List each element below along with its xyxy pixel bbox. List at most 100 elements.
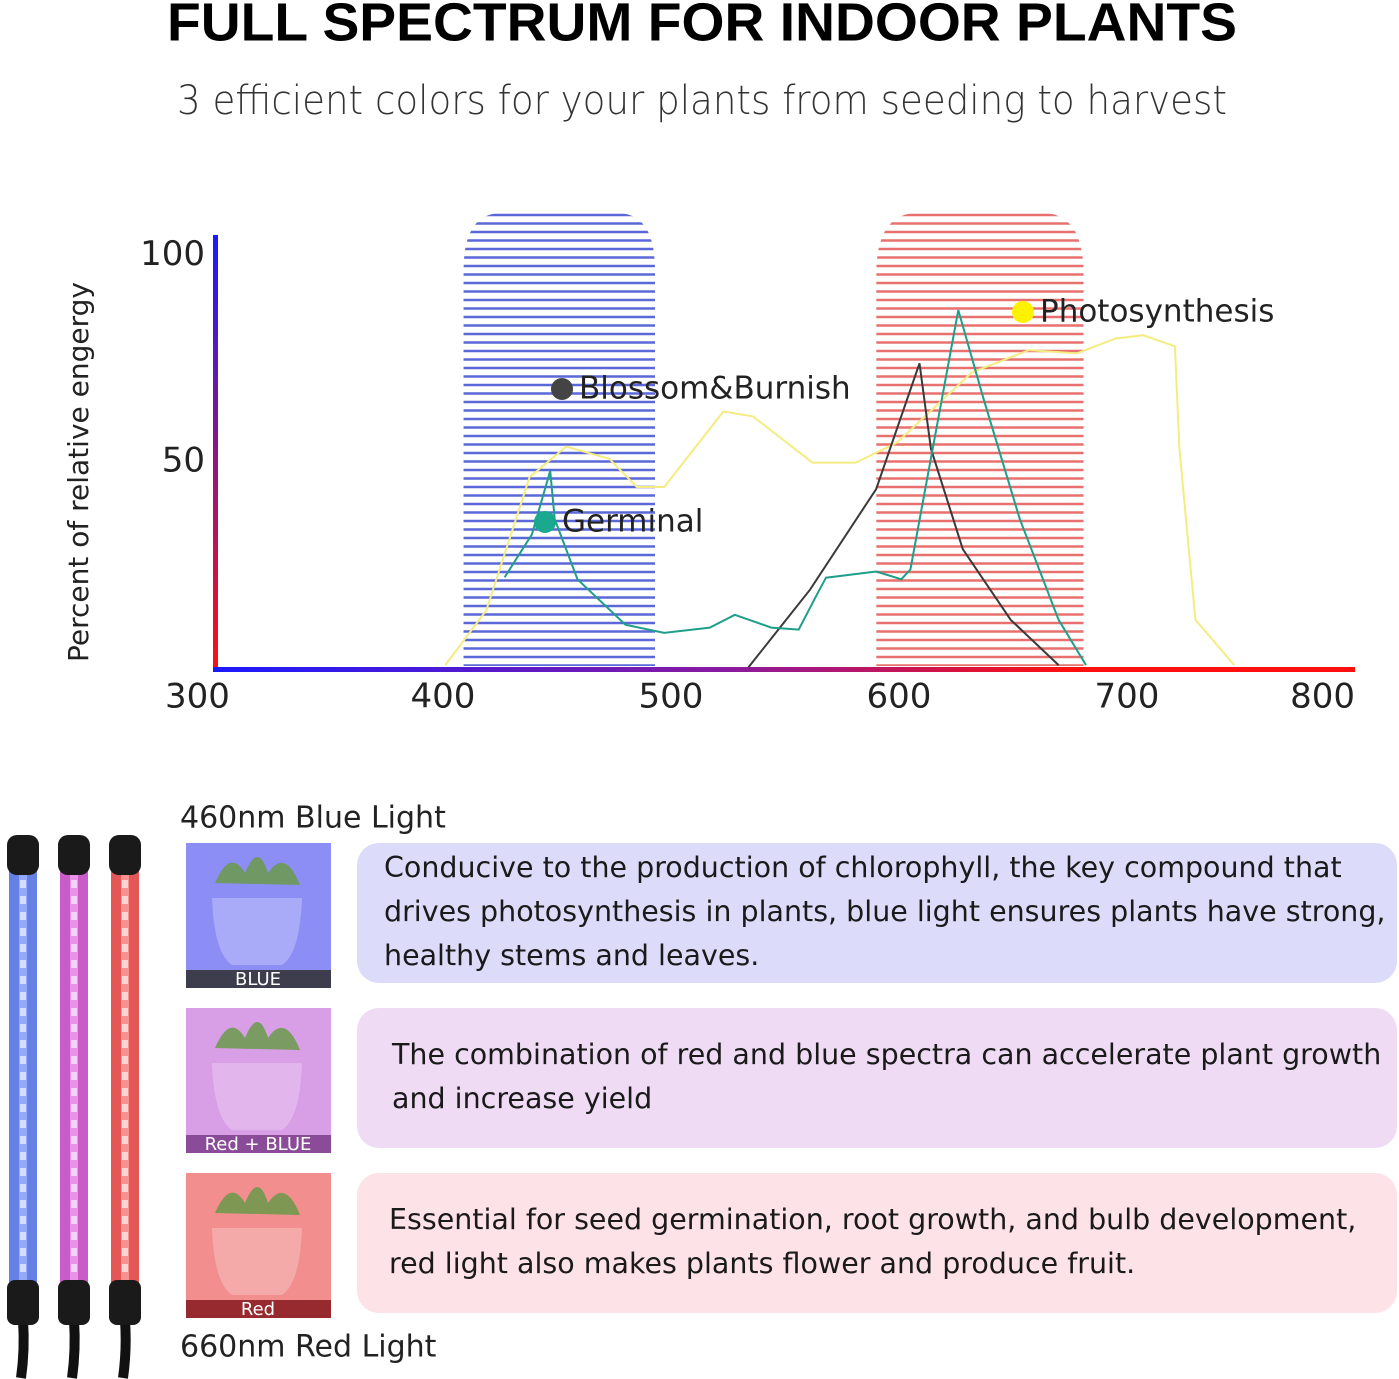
- led: [71, 1232, 77, 1240]
- cable: [16, 1319, 29, 1379]
- led: [20, 1120, 26, 1128]
- led: [20, 1152, 26, 1160]
- led: [122, 1040, 128, 1048]
- series-line: [747, 362, 1060, 668]
- led: [122, 1232, 128, 1240]
- led: [20, 912, 26, 920]
- panel-text: healthy stems and leaves.: [384, 939, 759, 972]
- led: [20, 976, 26, 984]
- led: [122, 1024, 128, 1032]
- led: [122, 880, 128, 888]
- led: [122, 912, 128, 920]
- panel-text: red light also makes plants flower and p…: [389, 1247, 1135, 1280]
- y-tick-label: 50: [162, 440, 205, 480]
- led: [122, 944, 128, 952]
- led: [71, 1104, 77, 1112]
- led: [71, 1072, 77, 1080]
- led: [71, 1184, 77, 1192]
- led: [122, 1008, 128, 1016]
- x-tick-label: 800: [1290, 677, 1355, 717]
- led: [122, 1056, 128, 1064]
- cable: [67, 1319, 80, 1379]
- led: [122, 1104, 128, 1112]
- led: [20, 944, 26, 952]
- band: [876, 213, 1084, 666]
- led: [122, 992, 128, 1000]
- led: [20, 1136, 26, 1144]
- plant: [215, 1187, 300, 1215]
- y-axis: [213, 235, 218, 671]
- led: [71, 1216, 77, 1224]
- led: [20, 1104, 26, 1112]
- led: [20, 1232, 26, 1240]
- cap: [109, 835, 141, 875]
- title: FULL SPECTRUM FOR INDOOR PLANTS: [167, 0, 1237, 52]
- led: [122, 1152, 128, 1160]
- cap: [7, 1280, 39, 1325]
- section-label: 660nm Red Light: [180, 1330, 437, 1365]
- led: [20, 896, 26, 904]
- led: [71, 1168, 77, 1176]
- led: [20, 1200, 26, 1208]
- led: [122, 1168, 128, 1176]
- cap: [58, 1280, 90, 1325]
- tag-label: Red: [241, 1299, 275, 1320]
- x-tick-label: 400: [411, 677, 476, 717]
- led: [71, 1248, 77, 1256]
- pot: [212, 1228, 302, 1295]
- legend-dot: [551, 378, 573, 400]
- text-box: [357, 1008, 1397, 1148]
- led: [122, 1072, 128, 1080]
- led: [20, 1024, 26, 1032]
- legend-label: Blossom&Burnish: [579, 371, 851, 407]
- led: [71, 1136, 77, 1144]
- led: [122, 928, 128, 936]
- led: [122, 1248, 128, 1256]
- led: [20, 1056, 26, 1064]
- cable: [118, 1319, 131, 1379]
- led: [20, 960, 26, 968]
- panel-text: Essential for seed germination, root gro…: [389, 1203, 1356, 1236]
- x-axis: [213, 667, 1355, 672]
- led: [71, 1024, 77, 1032]
- led: [122, 1136, 128, 1144]
- led: [20, 1168, 26, 1176]
- led: [71, 1200, 77, 1208]
- led: [71, 976, 77, 984]
- led: [71, 1088, 77, 1096]
- led: [71, 912, 77, 920]
- led: [122, 1088, 128, 1096]
- led: [20, 1040, 26, 1048]
- led: [71, 880, 77, 888]
- led: [20, 1264, 26, 1272]
- band: [463, 213, 656, 666]
- led: [122, 1264, 128, 1272]
- text-box: [357, 843, 1397, 983]
- led: [71, 1152, 77, 1160]
- x-tick-label: 300: [165, 677, 230, 717]
- led: [71, 1120, 77, 1128]
- led: [71, 992, 77, 1000]
- cap: [109, 1280, 141, 1325]
- legend-dot: [534, 511, 556, 533]
- led: [20, 992, 26, 1000]
- led: [122, 1200, 128, 1208]
- tag-label: Red + BLUE: [205, 1134, 312, 1155]
- y-axis-title: Percent of relative engergy: [62, 282, 95, 662]
- led: [20, 1008, 26, 1016]
- led: [71, 1008, 77, 1016]
- legend-label: Germinal: [562, 504, 703, 540]
- led: [122, 1120, 128, 1128]
- panel-text: The combination of red and blue spectra …: [391, 1038, 1381, 1071]
- cap: [58, 835, 90, 875]
- led: [20, 1088, 26, 1096]
- led: [71, 944, 77, 952]
- led: [122, 1184, 128, 1192]
- led: [71, 1040, 77, 1048]
- y-tick-label: 100: [140, 234, 205, 274]
- tag-bar: [186, 1135, 331, 1153]
- pot: [212, 898, 302, 965]
- led: [71, 896, 77, 904]
- tag-bar: [186, 1300, 331, 1318]
